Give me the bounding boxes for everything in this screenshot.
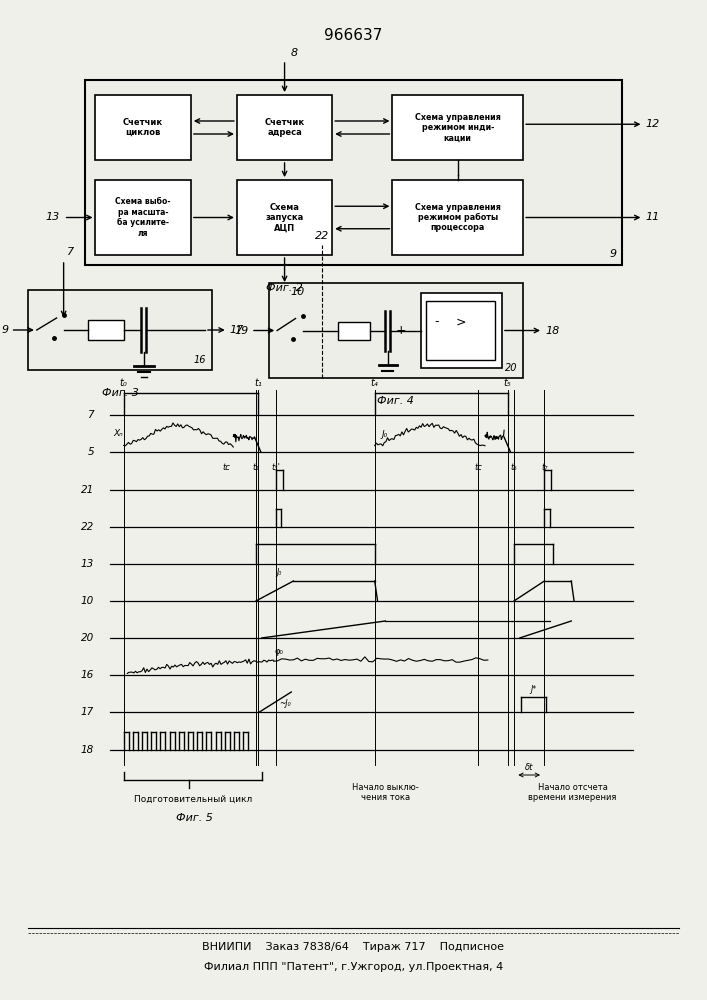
- Text: 17: 17: [230, 325, 244, 335]
- Text: Фиг. 4: Фиг. 4: [378, 396, 414, 406]
- FancyBboxPatch shape: [95, 95, 191, 160]
- Text: -: -: [434, 315, 438, 328]
- Text: t₂: t₂: [252, 464, 259, 473]
- Text: 22: 22: [315, 231, 329, 241]
- Text: 20: 20: [505, 363, 518, 373]
- Text: 21: 21: [81, 485, 94, 495]
- Text: 5: 5: [88, 447, 94, 457]
- Text: Начало выклю-
чения тока: Начало выклю- чения тока: [352, 783, 419, 802]
- Text: J*: J*: [531, 685, 537, 694]
- Text: Фиг. 3: Фиг. 3: [102, 388, 139, 398]
- Text: ВНИИПИ    Заказ 7838/64    Тираж 717    Подписное: ВНИИПИ Заказ 7838/64 Тираж 717 Подписное: [202, 942, 505, 952]
- Text: J₀: J₀: [382, 430, 388, 439]
- Text: 11: 11: [645, 213, 660, 223]
- Text: J₀: J₀: [276, 568, 282, 577]
- Text: 22: 22: [81, 522, 94, 532]
- Text: 17: 17: [81, 707, 94, 717]
- Text: tc: tc: [474, 464, 482, 473]
- Text: Филиал ППП "Патент", г.Ужгород, ул.Проектная, 4: Филиал ППП "Патент", г.Ужгород, ул.Проек…: [204, 962, 503, 972]
- Text: t₀: t₀: [120, 378, 127, 388]
- Text: Фиг. 2: Фиг. 2: [266, 283, 303, 293]
- FancyBboxPatch shape: [426, 301, 495, 360]
- Text: t₃': t₃': [271, 464, 280, 473]
- Text: Начало отсчета
времени измерения: Начало отсчета времени измерения: [529, 783, 617, 802]
- Text: Схема управления
режимом инди-
кации: Схема управления режимом инди- кации: [415, 113, 501, 142]
- Text: 10: 10: [291, 287, 305, 297]
- Text: 16: 16: [81, 670, 94, 680]
- Text: 12: 12: [645, 119, 660, 129]
- Text: 8: 8: [291, 48, 298, 58]
- Text: Подготовительный цикл: Подготовительный цикл: [134, 795, 252, 804]
- Text: φ₀: φ₀: [275, 647, 284, 656]
- Text: 16: 16: [194, 355, 206, 365]
- Text: 10: 10: [81, 596, 94, 606]
- Text: 9: 9: [1, 325, 8, 335]
- Text: Фиг. 5: Фиг. 5: [176, 813, 213, 823]
- Text: +: +: [396, 324, 407, 337]
- Text: t₁: t₁: [255, 378, 262, 388]
- Text: 13: 13: [46, 213, 60, 223]
- FancyBboxPatch shape: [392, 180, 523, 255]
- FancyBboxPatch shape: [85, 80, 622, 265]
- Text: 966637: 966637: [325, 27, 382, 42]
- Text: t₅: t₅: [504, 378, 511, 388]
- Text: 18: 18: [81, 745, 94, 755]
- Text: 19: 19: [235, 326, 249, 336]
- Text: ~J₀: ~J₀: [279, 699, 291, 708]
- FancyBboxPatch shape: [237, 95, 332, 160]
- Text: 18: 18: [546, 326, 560, 336]
- Text: 7: 7: [88, 410, 94, 420]
- Text: 20: 20: [81, 633, 94, 643]
- Text: Xₙ: Xₙ: [113, 429, 123, 438]
- Text: t₄: t₄: [371, 378, 378, 388]
- Text: t₆: t₆: [510, 464, 518, 473]
- FancyBboxPatch shape: [421, 293, 502, 368]
- FancyBboxPatch shape: [28, 290, 212, 370]
- FancyBboxPatch shape: [88, 320, 124, 340]
- Text: 13: 13: [81, 559, 94, 569]
- Text: 7: 7: [67, 247, 74, 257]
- Text: Счетчик
адреса: Счетчик адреса: [264, 118, 305, 137]
- FancyBboxPatch shape: [392, 95, 523, 160]
- Text: >: >: [456, 316, 467, 329]
- Text: δt: δt: [525, 763, 533, 772]
- Text: t₇: t₇: [541, 464, 548, 473]
- FancyBboxPatch shape: [269, 283, 523, 378]
- FancyBboxPatch shape: [338, 322, 370, 340]
- Text: Счетчик
циклов: Счетчик циклов: [123, 118, 163, 137]
- Text: Схема
запуска
АЦП: Схема запуска АЦП: [265, 203, 304, 232]
- FancyBboxPatch shape: [237, 180, 332, 255]
- Text: Схема выбо-
ра масшта-
ба усилите-
ля: Схема выбо- ра масшта- ба усилите- ля: [115, 197, 171, 238]
- Text: 9: 9: [609, 249, 617, 259]
- Text: tc: tc: [222, 464, 230, 473]
- FancyBboxPatch shape: [95, 180, 191, 255]
- Text: Схема управления
режимом работы
процессора: Схема управления режимом работы процессо…: [415, 203, 501, 232]
